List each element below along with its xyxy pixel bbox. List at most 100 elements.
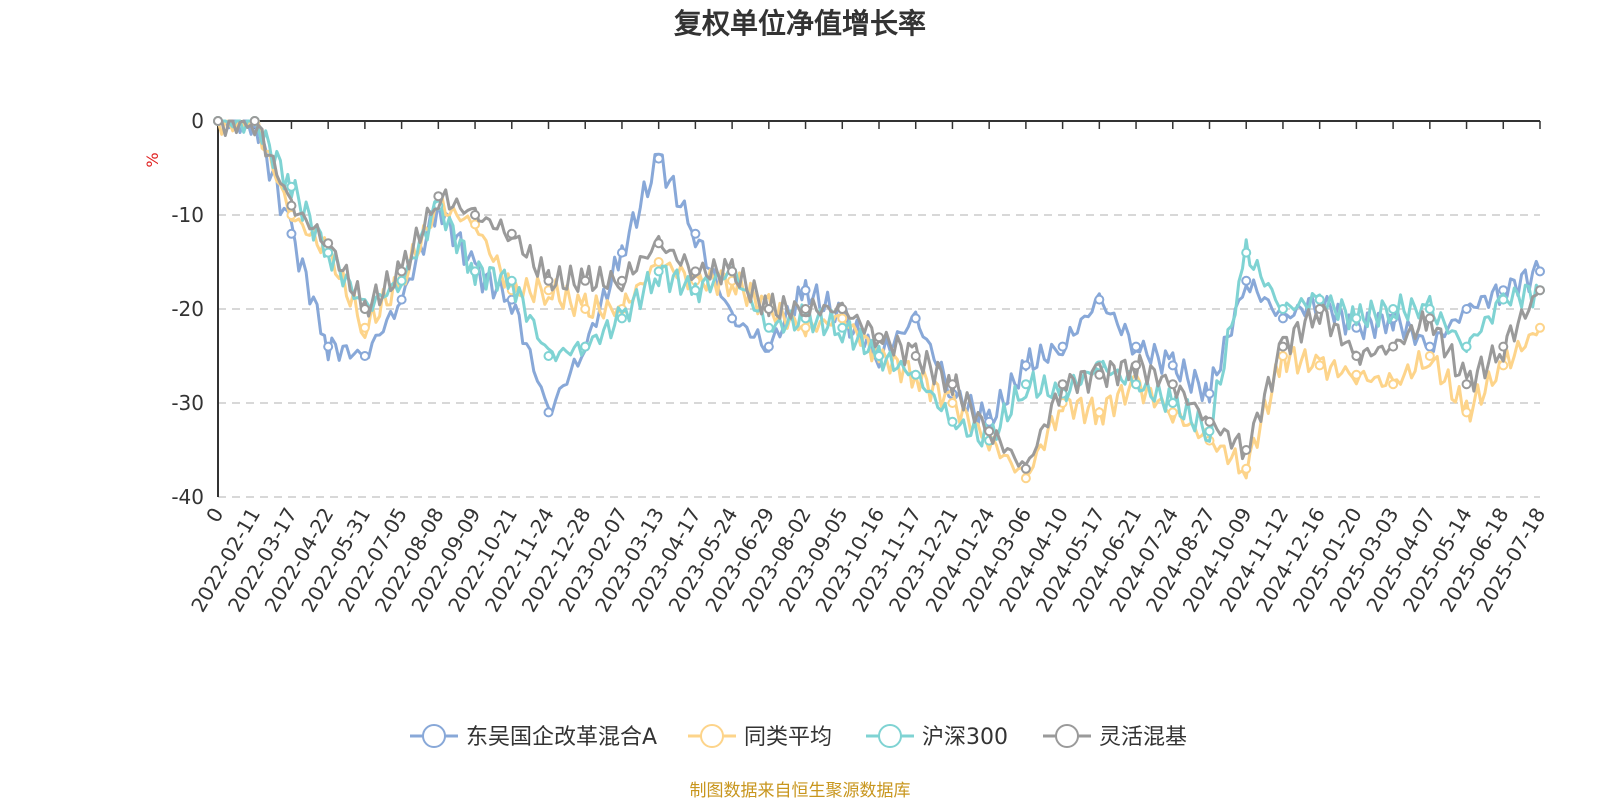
data-point [763,304,774,314]
data-point [910,351,921,361]
legend-label: 同类平均 [744,725,832,750]
data-point [1535,322,1545,333]
x-tick-label: 0 [201,504,228,527]
data-point [1314,360,1325,371]
legend-item[interactable]: 沪深300 [866,724,1008,750]
data-point [1167,407,1178,418]
y-tick-label: -20 [171,297,204,321]
data-point [543,407,554,418]
data-point [1094,294,1105,305]
series-line [218,119,1542,448]
source-note: 制图数据来自恒生聚源数据库 [689,781,911,801]
data-point [359,304,370,314]
data-point [1424,351,1435,361]
data-point [984,426,995,437]
data-point [690,285,701,296]
axes: 0-10-20-30-40%02022-02-112022-03-172022-… [143,109,1550,616]
data-point [470,266,481,277]
data-point [1351,369,1362,380]
y-tick-label: -40 [171,485,204,509]
data-point [359,351,370,361]
data-point [543,351,554,361]
legend[interactable]: 东吴国企改革混合A 同类平均 沪深300 灵活混基 [410,724,1187,750]
data-point [1535,266,1545,277]
data-point [1388,341,1399,352]
data-point [1094,407,1105,418]
data-point [910,313,921,324]
data-point [580,304,591,314]
data-point [1277,304,1288,314]
data-point [1167,398,1178,408]
legend-item[interactable]: 灵活混基 [1043,724,1187,750]
legend-item[interactable]: 同类平均 [688,724,832,750]
chart-title: 复权单位净值增长率 [673,7,926,40]
data-point [1241,275,1252,286]
series-line [218,119,1542,468]
legend-marker [878,724,902,748]
data-point [1388,304,1399,314]
data-point [1241,247,1252,258]
y-tick-label: -30 [171,391,204,415]
data-point [616,275,627,286]
data-point [1057,341,1068,352]
data-point [653,238,664,249]
data-point [947,416,958,427]
data-point [874,351,884,361]
data-point [800,285,811,296]
data-point [984,416,995,427]
data-point [1351,351,1362,361]
data-point [653,153,664,164]
data-point [286,181,297,192]
data-point [1204,388,1215,399]
data-point [1057,379,1068,390]
legend-marker [1055,724,1079,748]
data-point [323,341,334,352]
series-lines [213,116,1545,484]
grid-lines [218,214,1540,498]
data-point [1204,416,1215,427]
data-point [286,228,297,239]
data-point [396,275,407,286]
data-point [1167,379,1178,390]
data-point [1314,304,1325,314]
y-axis-label: % [143,152,162,167]
data-point [1388,379,1399,390]
data-point [1020,379,1031,390]
data-point [1277,313,1288,324]
data-point [1498,294,1509,305]
data-point [1167,360,1178,371]
data-point [616,247,627,258]
data-point [506,228,517,239]
data-point [1020,463,1031,474]
data-point [1461,304,1472,314]
data-point [396,266,407,277]
legend-item[interactable]: 东吴国企改革混合A [410,724,657,750]
data-point [543,275,554,286]
legend-marker [422,724,446,748]
data-point [1314,294,1325,305]
data-point [910,369,921,380]
data-point [1094,369,1105,380]
data-point [616,313,627,324]
data-point [837,313,848,324]
data-point [837,304,848,314]
data-point [653,266,664,277]
data-point [763,322,774,333]
data-point [1461,341,1472,352]
data-point [727,266,738,277]
data-point [837,322,848,333]
data-point [433,191,444,202]
data-point [763,341,774,352]
data-point [1498,341,1509,352]
data-point [359,322,370,333]
data-point [323,238,334,249]
data-point [1424,313,1435,324]
data-point [1131,379,1142,390]
data-point [213,116,223,126]
data-point [1461,407,1472,418]
series-line [218,119,1542,427]
data-point [1241,463,1252,474]
data-point [470,219,481,230]
